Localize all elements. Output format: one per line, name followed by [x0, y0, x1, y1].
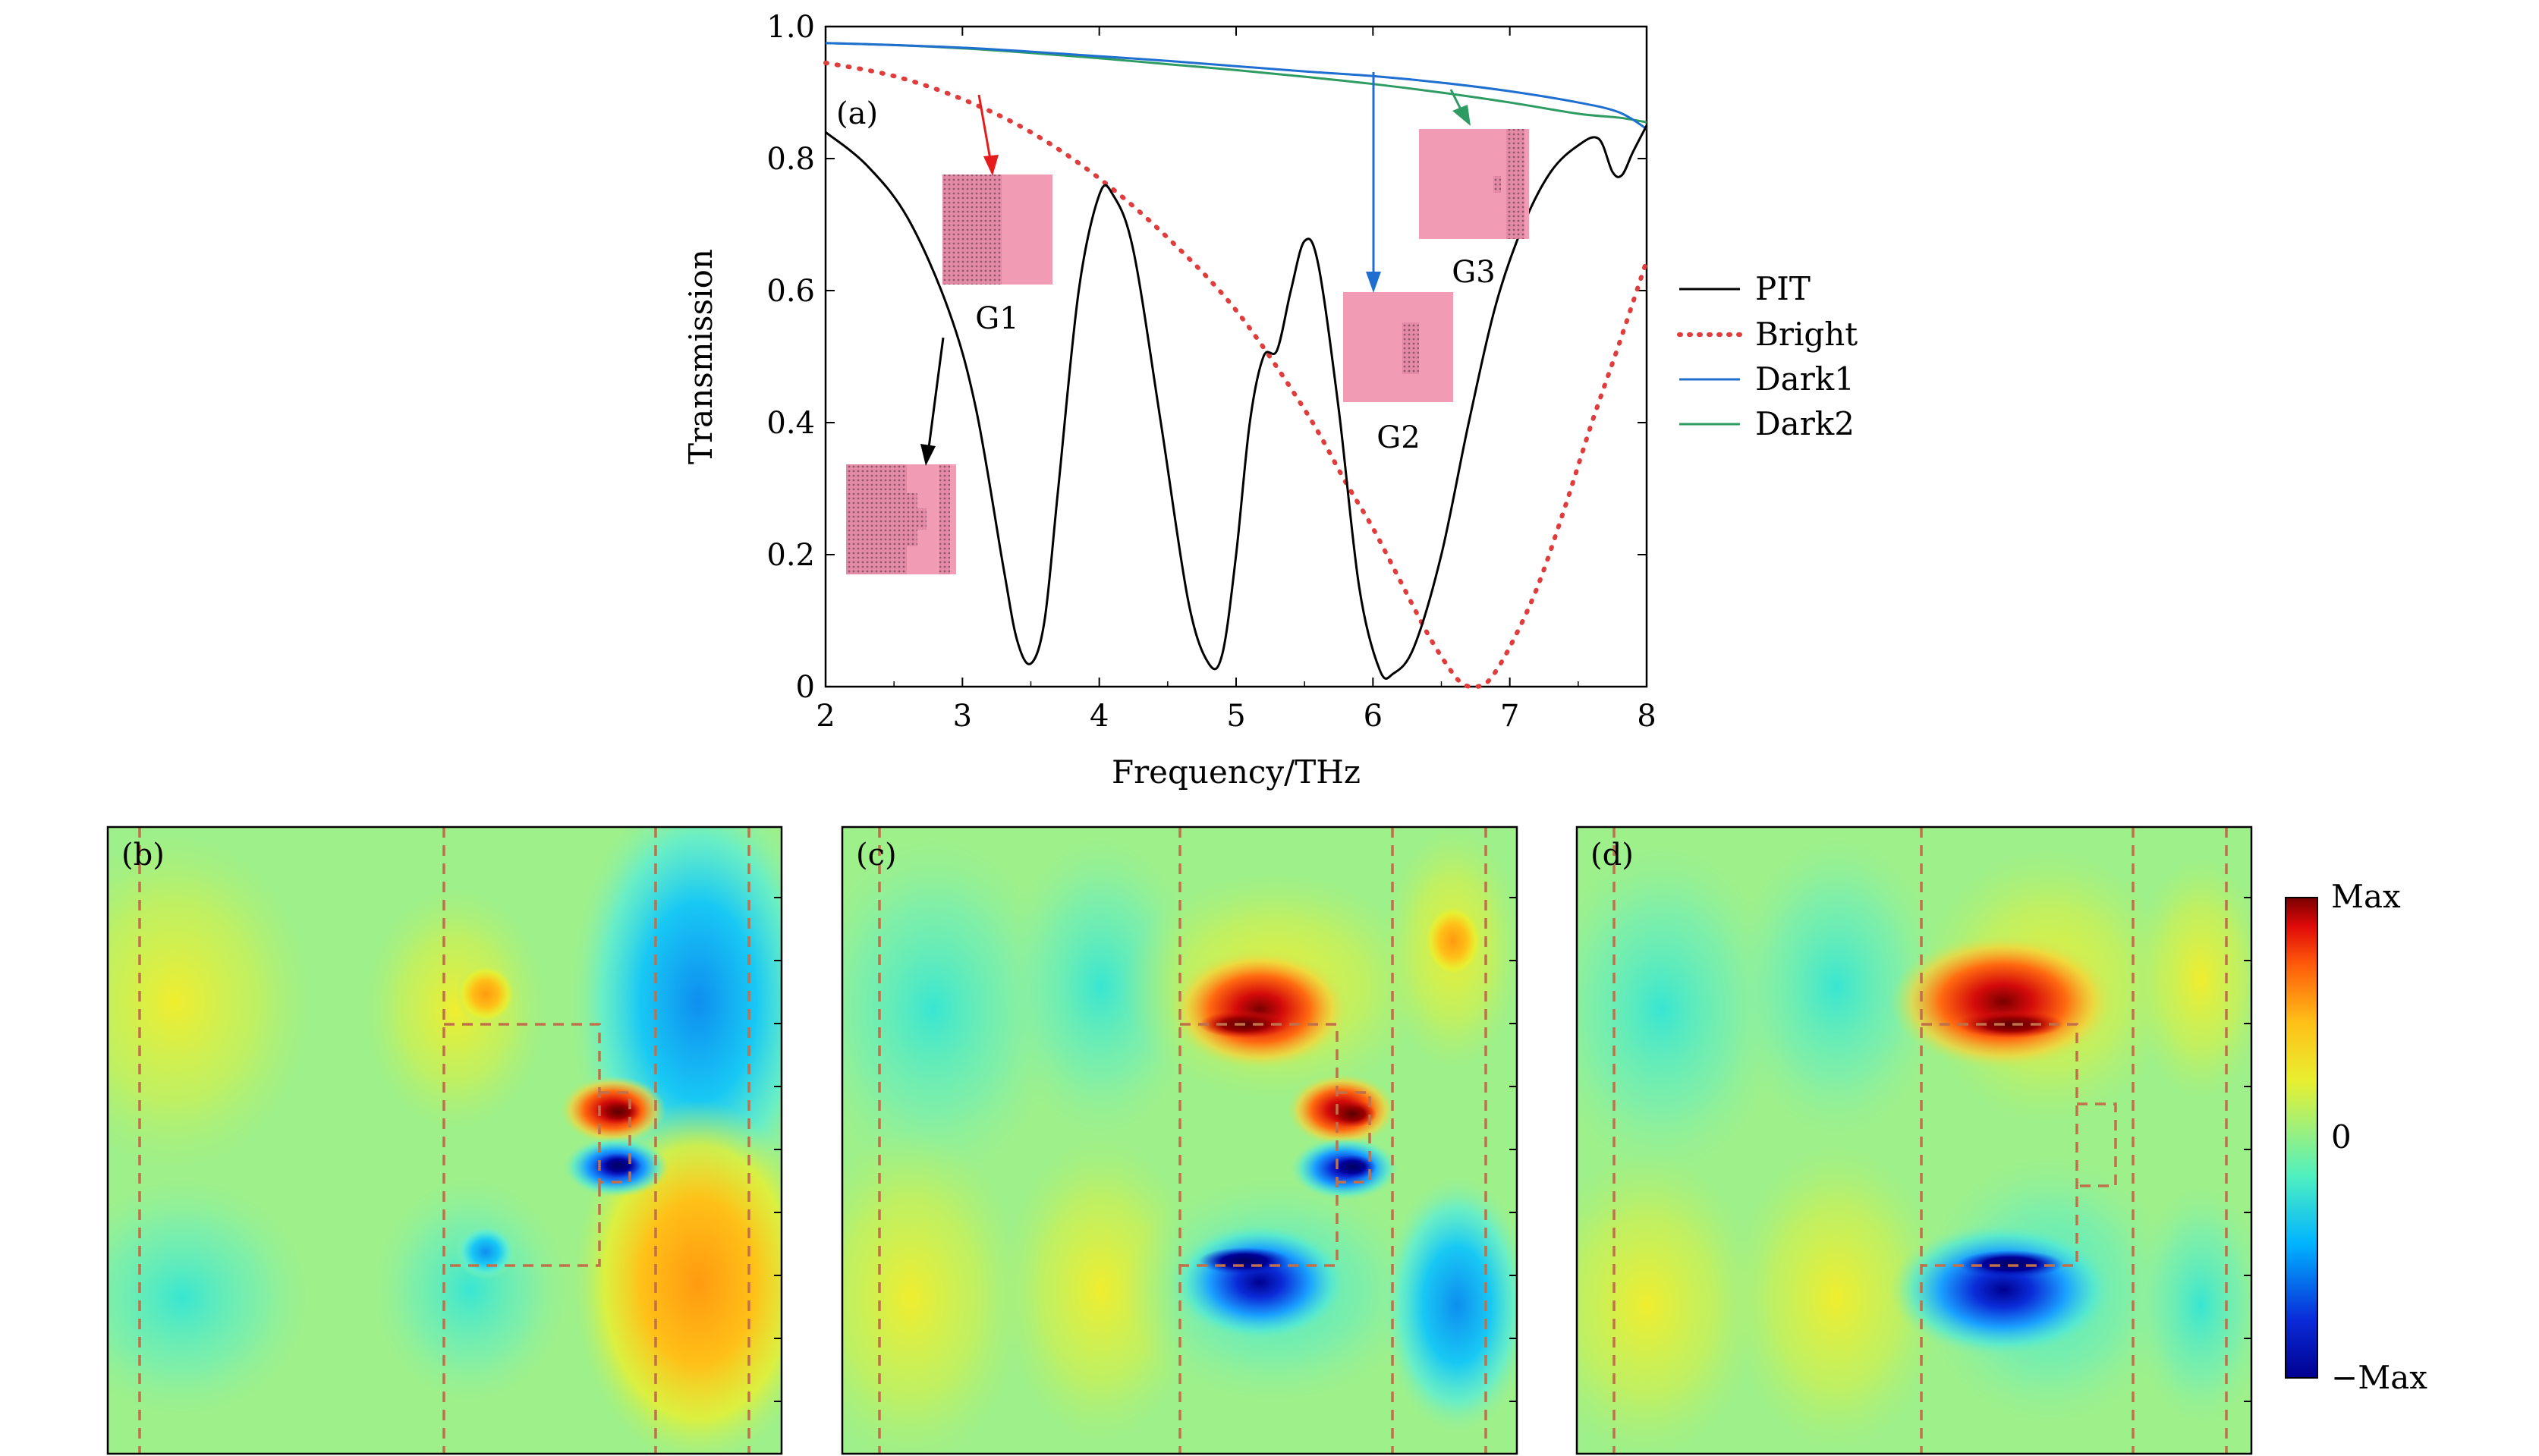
series-line-pit	[825, 124, 1648, 680]
series-group	[823, 42, 1649, 690]
x-tick-label: 6	[1364, 699, 1383, 734]
y-tick-label: 0	[796, 670, 815, 705]
inset-g2-label: G2	[1376, 420, 1420, 455]
field-d-outlines	[1612, 827, 2228, 1454]
panel-label-d: (d)	[1590, 838, 1634, 873]
y-tick-label: 0.4	[766, 406, 815, 441]
x-tick-label: 2	[816, 699, 835, 734]
arrow-green	[1449, 89, 1471, 126]
panel-label-b: (b)	[121, 838, 165, 873]
x-axis-ticks: 2 3 4 5 6 7 8	[816, 27, 1656, 734]
inset-pit-stub	[907, 493, 917, 546]
panel-label-c: (c)	[856, 838, 897, 873]
x-tick-label: 8	[1637, 699, 1656, 734]
arrow-blue	[1366, 72, 1381, 293]
field-b-ticks	[774, 897, 782, 1402]
field-b-outlines	[138, 827, 750, 1454]
field-map-c: (c)	[841, 825, 1518, 1455]
field-d-ticks	[2244, 897, 2251, 1402]
legend-item-bright: Bright	[1677, 316, 1858, 353]
panel-label-a: (a)	[836, 96, 878, 131]
transmission-chart: 2 3 4 5 6 7 8 0 0.2 0.4 0.6 0.8 1.0 G1 G2 G3	[682, 10, 1858, 791]
y-tick-label: 0.6	[766, 274, 815, 309]
y-tick-label: 0.2	[766, 538, 815, 573]
legend-label-dark1: Dark1	[1755, 360, 1855, 398]
y-tick-label: 1.0	[766, 10, 815, 45]
inset-g3-stub	[1493, 176, 1501, 193]
inset-pit-grating	[846, 464, 907, 574]
colorbar-gradient	[2285, 897, 2318, 1379]
legend-label-dark2: Dark2	[1755, 405, 1855, 442]
colorbar-min-label: −Max	[2331, 1359, 2427, 1396]
x-tick-label: 4	[1090, 699, 1109, 734]
colorbar-max-label: Max	[2331, 878, 2401, 915]
inset-g3: G3	[1419, 129, 1529, 290]
inset-g3-label: G3	[1452, 255, 1495, 290]
inset-g2-grating	[1402, 322, 1419, 374]
annotation-arrows	[920, 72, 1471, 466]
inset-g1-grating	[942, 175, 1002, 285]
colorbar-zero-label: 0	[2331, 1118, 2352, 1156]
plot-area	[824, 25, 1648, 688]
field-c-frame	[841, 825, 1518, 1455]
legend-item-dark2: Dark2	[1679, 405, 1855, 442]
arrow-black	[920, 337, 945, 466]
inset-g1: G1	[942, 175, 1052, 336]
legend-item-pit: PIT	[1679, 270, 1811, 307]
x-tick-label: 7	[1500, 699, 1519, 734]
arrow-red	[977, 94, 999, 176]
plot-frame	[824, 25, 1648, 688]
colorbar: Max 0 −Max	[2285, 878, 2427, 1396]
legend-label-bright: Bright	[1755, 316, 1858, 353]
legend-item-dark1: Dark1	[1679, 360, 1855, 398]
inset-pit-grating2	[939, 464, 950, 574]
y-axis-ticks: 0 0.2 0.4 0.6 0.8 1.0	[766, 10, 1647, 705]
field-map-b: (b)	[106, 825, 783, 1455]
series-line-bright	[823, 60, 1649, 690]
legend: PIT Bright Dark1 Dark2	[1677, 270, 1858, 442]
inset-g3-grating	[1506, 129, 1524, 239]
inset-g2: G2	[1343, 292, 1453, 455]
field-c-outlines	[878, 827, 1487, 1454]
y-axis-title: Transmission	[682, 249, 719, 464]
series-line-dark1	[825, 42, 1647, 131]
x-tick-label: 3	[953, 699, 972, 734]
inset-g2-box	[1343, 292, 1453, 402]
field-c-ticks	[1509, 897, 1517, 1402]
inset-pit-stub2	[917, 508, 927, 530]
inset-pit	[846, 464, 956, 574]
field-b-frame	[106, 825, 783, 1455]
legend-label-pit: PIT	[1755, 270, 1811, 307]
field-d-frame	[1575, 825, 2253, 1455]
x-tick-label: 5	[1226, 699, 1245, 734]
y-tick-label: 0.8	[766, 142, 815, 177]
x-axis-title: Frequency/THz	[1112, 753, 1361, 791]
inset-g1-label: G1	[975, 301, 1018, 336]
field-map-d: (d)	[1575, 825, 2253, 1455]
